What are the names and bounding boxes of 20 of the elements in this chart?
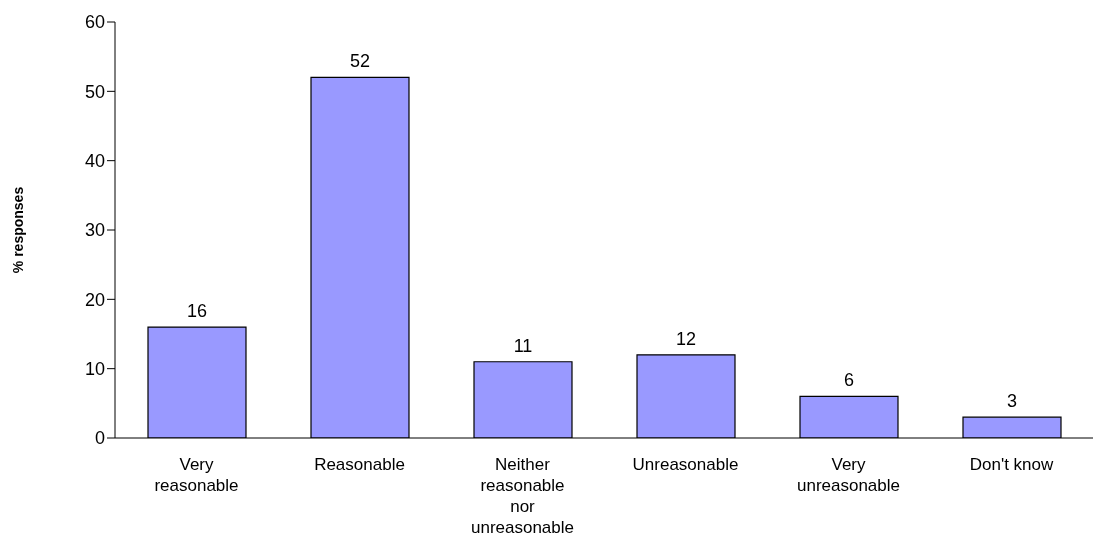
data-label: 52: [349, 51, 371, 72]
y-tick-label: 30: [84, 220, 105, 241]
data-label: 12: [675, 328, 697, 349]
y-tick-label: 20: [84, 289, 105, 310]
y-tick-label: 0: [94, 428, 105, 449]
data-label: 16: [186, 301, 208, 322]
x-tick-label: Neither reasonable nor unreasonable: [470, 455, 575, 537]
x-tick-label: Don't know: [969, 455, 1054, 474]
data-label: 11: [513, 335, 533, 356]
y-tick-label: 50: [84, 81, 105, 102]
y-tick-label: 10: [84, 359, 105, 380]
x-tick-label: Reasonable: [314, 455, 405, 474]
x-tick-label: Very unreasonable: [796, 455, 901, 495]
y-tick-label: 60: [84, 12, 105, 33]
data-label: 3: [1006, 391, 1018, 412]
data-label: 6: [843, 370, 855, 391]
y-tick-label: 40: [84, 151, 105, 172]
x-tick-label: Unreasonable: [632, 455, 739, 474]
y-axis-title: % responses: [9, 186, 26, 274]
x-tick-label: Very reasonable: [154, 455, 239, 495]
